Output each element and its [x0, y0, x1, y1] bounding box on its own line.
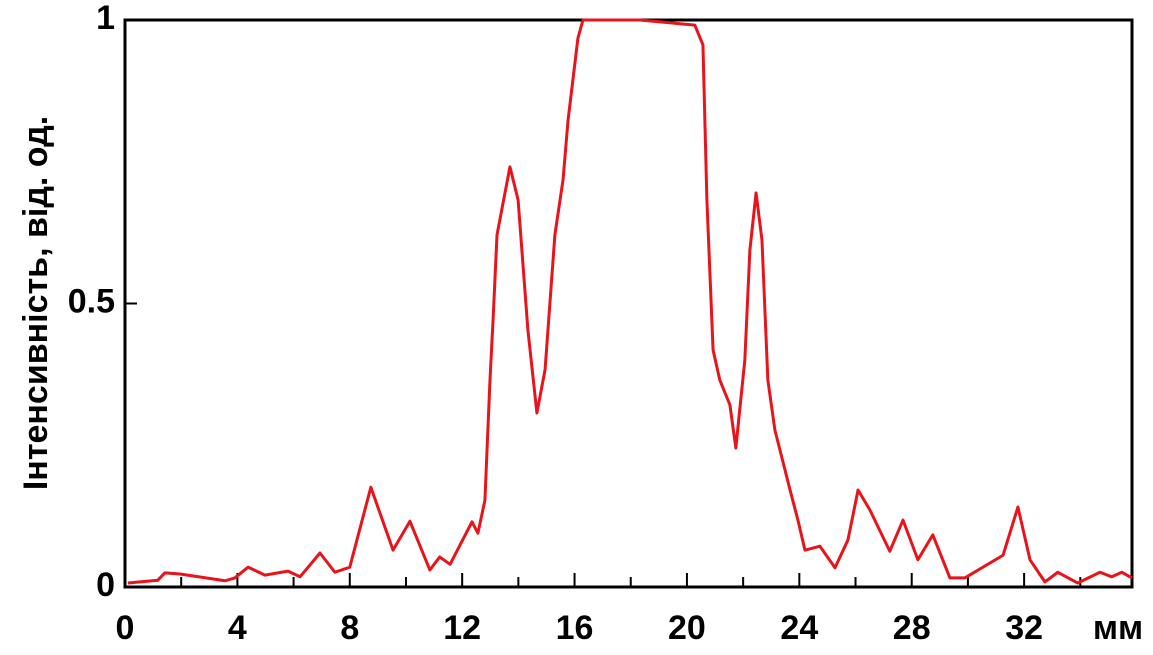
x-tick-label: 20 [668, 609, 706, 647]
y-tick-label: 0 [96, 566, 115, 604]
x-tick-label: 16 [556, 609, 594, 647]
x-tick-label: 8 [340, 609, 359, 647]
x-tick-label: 0 [116, 609, 135, 647]
x-tick-label: 28 [893, 609, 931, 647]
plot-frame [123, 18, 1134, 589]
data-line [127, 18, 1133, 585]
x-tick-label: 12 [443, 609, 481, 647]
x-tick-label: 24 [780, 609, 818, 647]
x-tick-label: 4 [228, 609, 247, 647]
y-axis-label: Інтенсивність, від. од. [17, 116, 55, 490]
y-tick-label: 1 [96, 0, 115, 37]
x-axis-label: мм [1093, 609, 1143, 647]
y-tick-label: 0.5 [68, 282, 115, 320]
x-tick-label: 32 [1005, 609, 1043, 647]
